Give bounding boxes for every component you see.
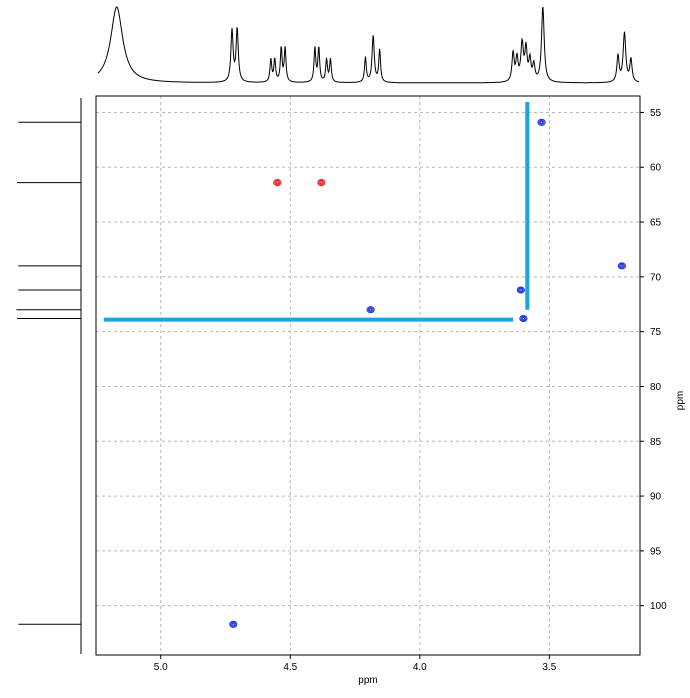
cross-peak-contour: [539, 120, 544, 124]
y-tick-label: 60: [650, 163, 662, 174]
y-tick-label: 80: [650, 382, 662, 393]
y-axis-label: ppm: [675, 391, 686, 410]
cross-peak-contour: [519, 314, 528, 323]
cross-peak-contour: [230, 621, 237, 627]
top-1h-projection: [97, 6, 640, 84]
grid-lines: [96, 96, 640, 655]
cross-peak: [537, 118, 546, 126]
cross-peak-contour: [620, 264, 624, 268]
x-tick-label: 3.5: [542, 662, 556, 673]
highlight-lines: [103, 102, 530, 322]
y-tick-label: 95: [650, 546, 662, 557]
cross-peak-contour: [537, 118, 546, 126]
cross-peak: [273, 179, 282, 187]
cross-peak: [519, 314, 528, 323]
y-tick-label: 65: [650, 218, 662, 229]
y-axis: 55 60 65 70 75 80 85 90 95 100: [640, 108, 667, 612]
x-tick-label: 4.5: [283, 662, 297, 673]
y-tick-label: 75: [650, 327, 662, 338]
y-tick-label: 90: [650, 492, 662, 503]
y-tick-label: 55: [650, 108, 662, 119]
cross-peak-contour: [231, 622, 235, 626]
cross-peak-contour: [319, 181, 324, 185]
left-13c-projection: [16, 98, 82, 654]
top-projection-trace: [97, 6, 640, 84]
y-tick-label: 100: [650, 601, 667, 612]
cross-peak-contour: [516, 286, 525, 294]
y-tick-label: 70: [650, 272, 662, 283]
x-axis-label: ppm: [358, 675, 377, 686]
cross-peak: [617, 262, 626, 270]
x-axis: 5.0 4.5 4.0 3.5: [154, 655, 557, 673]
cross-peaks: [229, 118, 626, 628]
cross-peak-contour: [519, 288, 523, 292]
cross-peak-contour: [538, 119, 545, 125]
cross-peak-contour: [368, 308, 373, 312]
cross-peak-contour: [275, 181, 280, 185]
cross-peak-contour: [318, 180, 325, 186]
y-tick-label: 85: [650, 437, 662, 448]
cross-peak-contour: [617, 262, 626, 270]
cross-peak-contour: [229, 620, 238, 628]
cross-peak-contour: [273, 179, 282, 187]
x-tick-label: 4.0: [413, 662, 427, 673]
cross-peak: [516, 286, 525, 294]
cross-peak-contour: [618, 263, 625, 269]
cross-peak: [317, 179, 326, 187]
cross-peak: [229, 620, 238, 628]
x-tick-label: 5.0: [154, 662, 168, 673]
cross-peak-contour: [517, 287, 524, 293]
cross-peak-contour: [521, 316, 526, 321]
cross-peak-contour: [274, 180, 281, 186]
cross-peak-contour: [366, 306, 375, 314]
cross-peak-contour: [367, 307, 374, 313]
cross-peak: [366, 306, 375, 314]
cross-peak-contour: [520, 315, 527, 322]
cross-peak-contour: [317, 179, 326, 187]
plot-frame: [95, 95, 641, 656]
